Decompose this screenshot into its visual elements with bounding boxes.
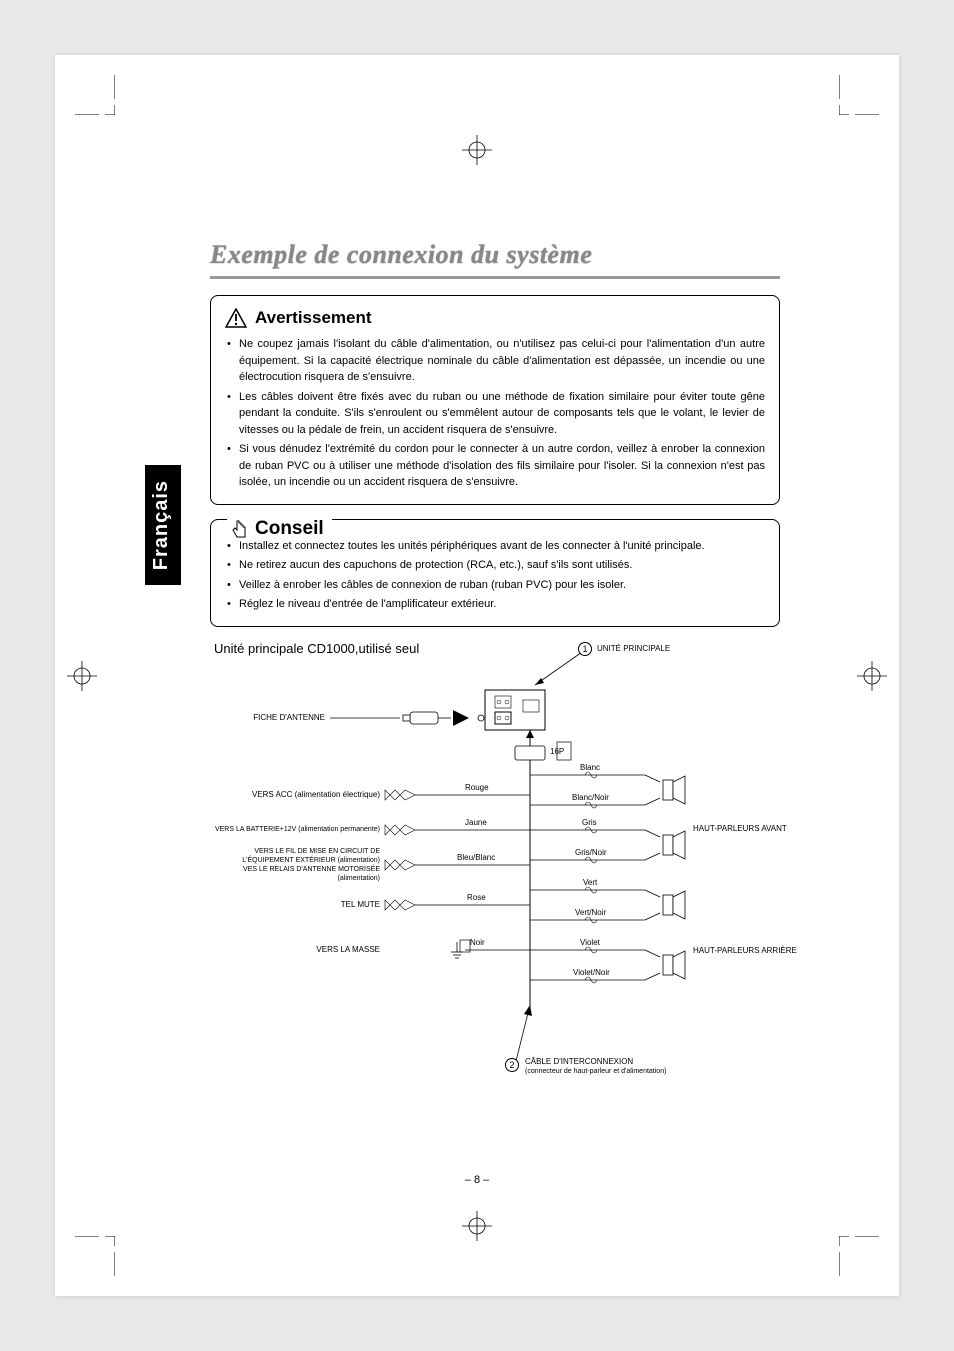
wire-black: Noir (470, 939, 485, 948)
wire-greenblack: Vert/Noir (575, 909, 606, 918)
wire-violetblack: Violet/Noir (573, 969, 610, 978)
registration-target-bottom (462, 1211, 492, 1241)
content-area: Français Exemple de connexion du système… (210, 240, 780, 656)
wire-green: Vert (583, 879, 597, 888)
label-rear-speakers: HAUT-PARLEURS ARRIÈRE (693, 947, 797, 956)
warning-icon (225, 308, 247, 328)
page: Français Exemple de connexion du système… (55, 55, 899, 1296)
hand-pointer-icon (231, 518, 249, 540)
wire-red: Rouge (465, 784, 489, 793)
label-ext-3: VES LE RELAIS D'ANTENNE MOTORISÉE (145, 866, 380, 874)
label-ground: VERS LA MASSE (260, 946, 380, 955)
tip-box: Conseil Installez et connectez toutes le… (210, 519, 780, 627)
page-number: – 8 – (55, 1174, 899, 1186)
callout-label-interconnect-sub: (connecteur de haut-parleur et d'aliment… (525, 1068, 666, 1076)
wire-whiteblack: Blanc/Noir (572, 794, 609, 803)
crop-mark-tr (839, 75, 879, 115)
registration-target-top (462, 135, 492, 165)
label-acc: VERS ACC (alimentation électrique) (175, 791, 380, 800)
label-batt: VERS LA BATTERIE+12V (alimentation perma… (145, 826, 380, 834)
crop-mark-br (839, 1236, 879, 1276)
warning-list: Ne coupez jamais l'isolant du câble d'al… (225, 336, 765, 491)
warning-item: Les câbles doivent être fixés avec du ru… (239, 389, 765, 439)
label-antenna: FICHE D'ANTENNE (205, 714, 325, 723)
warning-header: Avertissement (225, 308, 765, 328)
callout-label-interconnect: CÂBLE D'INTERCONNEXION (525, 1058, 633, 1067)
callout-circle-1: 1 (578, 642, 592, 656)
tip-header: Conseil (227, 518, 332, 540)
callout-circle-2: 2 (505, 1058, 519, 1072)
warning-box: Avertissement Ne coupez jamais l'isolant… (210, 295, 780, 505)
language-tab: Français (145, 465, 181, 585)
registration-target-right (857, 661, 887, 691)
label-front-speakers: HAUT-PARLEURS AVANT (693, 825, 787, 834)
label-telmute: TEL MUTE (260, 901, 380, 910)
callout-label-main-unit: UNITÉ PRINCIPALE (597, 645, 670, 654)
wiring-diagram: 1 UNITÉ PRINCIPALE 2 CÂBLE D'INTERCONNEX… (205, 630, 805, 1110)
label-ext-4: (alimentation) (145, 875, 380, 883)
connector-label-16p: 16P (550, 748, 564, 757)
language-tab-label: Français (150, 480, 173, 570)
wire-bluewhite: Bleu/Blanc (457, 854, 495, 863)
title-rule (210, 276, 780, 279)
wire-white: Blanc (580, 764, 600, 773)
warning-item: Si vous dénudez l'extrémité du cordon po… (239, 441, 765, 491)
tip-item: Ne retirez aucun des capuchons de protec… (239, 557, 765, 574)
crop-mark-tl (75, 75, 115, 115)
warning-item: Ne coupez jamais l'isolant du câble d'al… (239, 336, 765, 386)
crop-mark-bl (75, 1236, 115, 1276)
wire-violet: Violet (580, 939, 600, 948)
registration-target-left (67, 661, 97, 691)
tip-list: Installez et connectez toutes les unités… (225, 538, 765, 613)
warning-title: Avertissement (255, 308, 372, 328)
wire-yellow: Jaune (465, 819, 487, 828)
page-title: Exemple de connexion du système (210, 240, 780, 270)
wire-grayblack: Gris/Noir (575, 849, 607, 858)
label-ext-2: L'ÉQUIPEMENT EXTÉRIEUR (alimentation) (145, 857, 380, 865)
tip-title: Conseil (255, 518, 324, 540)
wire-gray: Gris (582, 819, 597, 828)
label-ext-1: VERS LE FIL DE MISE EN CIRCUIT DE (145, 848, 380, 856)
wire-pink: Rose (467, 894, 486, 903)
tip-item: Veillez à enrober les câbles de connexio… (239, 577, 765, 594)
tip-item: Réglez le niveau d'entrée de l'amplifica… (239, 596, 765, 613)
tip-item: Installez et connectez toutes les unités… (239, 538, 765, 555)
